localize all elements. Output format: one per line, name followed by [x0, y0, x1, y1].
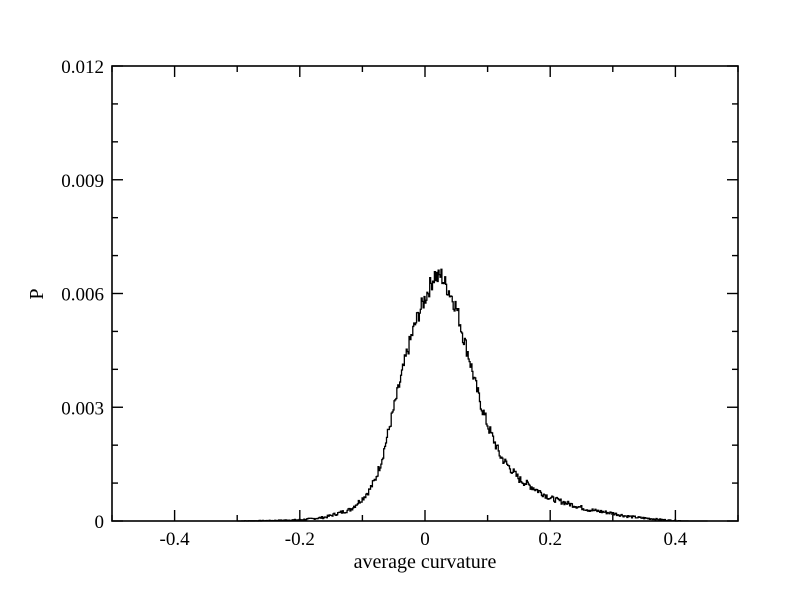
y-axis-title: P	[26, 288, 48, 299]
x-axis-title: average curvature	[354, 551, 497, 573]
y-tick-label: 0.012	[61, 57, 104, 78]
x-tick-label: 0.2	[538, 529, 562, 550]
y-tick-label: 0.009	[61, 171, 104, 192]
y-tick-label: 0.006	[61, 285, 104, 306]
series-layer	[237, 268, 708, 522]
x-tick-label: -0.2	[285, 529, 315, 550]
x-tick-label: 0	[420, 529, 430, 550]
labels-layer: -0.4 -0.2 0 0.2 0.4 0 0.003 0.006 0.009 0.012	[61, 57, 688, 550]
y-tick-label: 0	[95, 512, 105, 533]
ticks-layer	[111, 65, 739, 522]
series-line	[237, 268, 708, 522]
plot-frame	[111, 65, 739, 522]
x-tick-label: -0.4	[160, 529, 191, 550]
y-tick-label: 0.003	[61, 398, 104, 419]
x-tick-label: 0.4	[664, 529, 688, 550]
